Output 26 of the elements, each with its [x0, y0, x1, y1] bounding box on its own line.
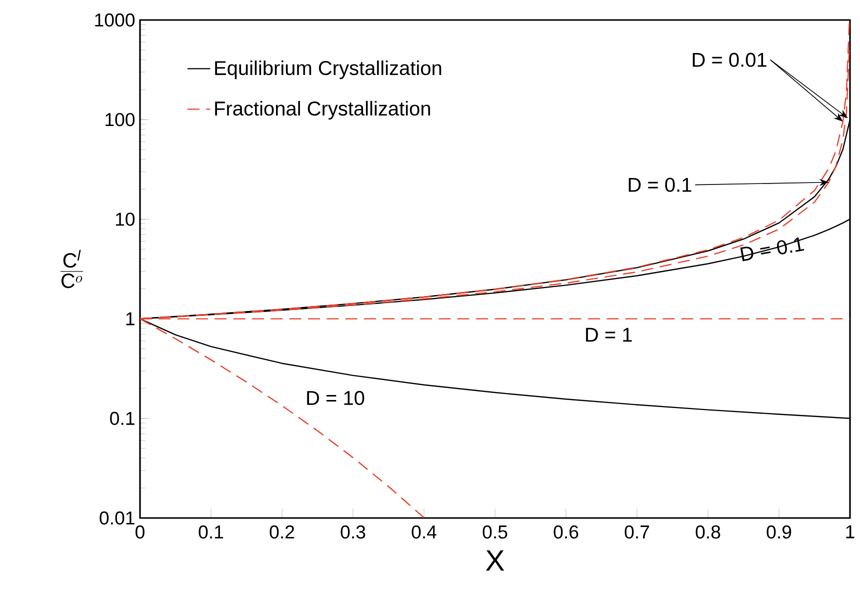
y-tick-label: 1000: [95, 13, 135, 27]
x-tick-label: 0.3: [340, 525, 366, 539]
y-tick-label: 10: [116, 212, 135, 226]
annotation: D = 0.1: [740, 237, 804, 262]
y-tick-label: 100: [106, 112, 135, 126]
x-tick-label: 0.9: [766, 525, 792, 539]
x-tick-label: 0.7: [624, 525, 650, 539]
x-tick-label: 1: [846, 525, 854, 538]
legend-label: Equilibrium Crystallization: [215, 60, 442, 80]
legend-label: Fractional Crystallization: [215, 100, 430, 120]
x-tick-label: 0.8: [696, 525, 720, 539]
y-tick-label: 1: [126, 312, 134, 326]
annotation: D = 0.1: [628, 178, 692, 192]
x-axis-title: X: [486, 550, 504, 571]
annotation: D = 10: [307, 390, 364, 406]
annotation: D = 0.01: [692, 52, 766, 67]
x-tick-label: 0.2: [270, 525, 294, 539]
x-tick-label: 0.1: [198, 525, 224, 539]
x-tick-label: 0.4: [412, 525, 436, 539]
x-tick-label: 0.6: [554, 525, 578, 539]
y-tick-label: 0.01: [100, 511, 134, 525]
x-tick-label: 0: [136, 525, 144, 539]
y-axis-title: $\frac{\mathrm{C}^{\mathit{l}}}{\mathrm{C}^{o}}$: [60, 250, 84, 288]
y-tick-label: 0.1: [110, 412, 134, 426]
x-tick-label: 0.5: [482, 525, 508, 539]
annotation: D = 1: [586, 328, 632, 342]
